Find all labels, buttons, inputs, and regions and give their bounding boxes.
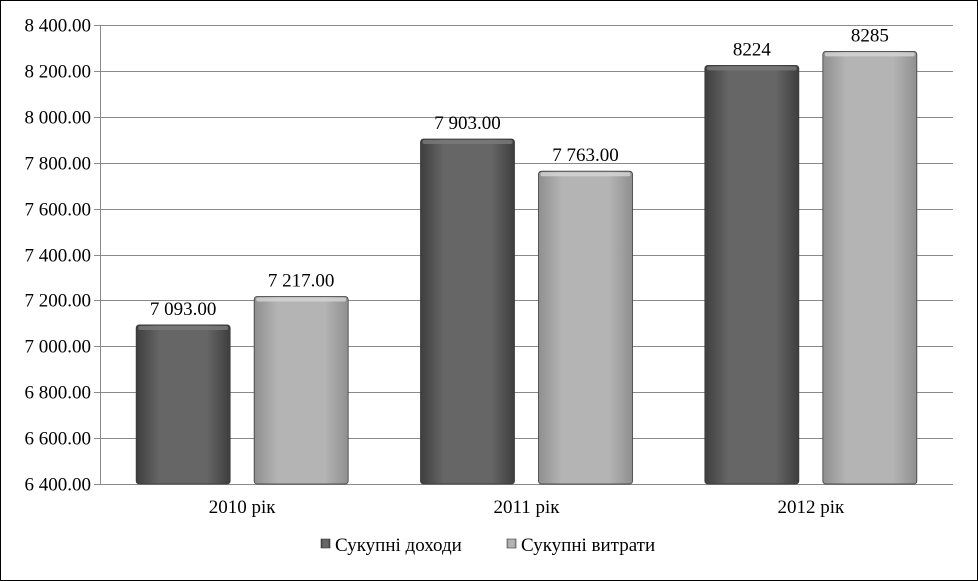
bar-bevel <box>138 325 229 330</box>
legend-swatch <box>320 538 331 549</box>
bar-bevel <box>540 172 631 177</box>
x-axis-category-labels: 2010 рік 2011 рік 2012 рік <box>209 497 845 518</box>
data-label: 7 903.00 <box>434 113 501 134</box>
bar-bevel <box>824 52 915 57</box>
data-label: 7 093.00 <box>150 299 217 320</box>
gridlines <box>100 25 953 439</box>
bar-bevel <box>422 140 513 145</box>
bar-expenses <box>253 296 349 485</box>
y-tick-label: 8 200.00 <box>25 62 92 83</box>
y-tick-label: 6 800.00 <box>25 383 92 404</box>
bar-bevel <box>256 297 347 302</box>
x-category-label: 2011 рік <box>493 497 560 518</box>
bar-expenses <box>822 50 918 485</box>
data-label: 7 217.00 <box>268 270 335 291</box>
y-tick-label: 6 600.00 <box>25 429 92 450</box>
data-labels: 7 093.00 7 217.00 7 903.00 7 763.00 8224 8285 <box>150 25 889 320</box>
data-label: 8224 <box>733 39 772 60</box>
y-tick-label: 8 400.00 <box>25 16 92 37</box>
x-category-label: 2010 рік <box>209 497 277 518</box>
x-category-label: 2012 рік <box>777 497 845 518</box>
legend-label: Сукупні витрати <box>521 535 655 556</box>
bar-income <box>704 64 800 485</box>
y-tick-label: 7 600.00 <box>25 200 92 221</box>
bar-bevel <box>706 66 797 71</box>
y-tick-label: 7 000.00 <box>25 337 92 358</box>
y-tick-label: 7 400.00 <box>25 246 92 267</box>
bar-income <box>420 138 515 485</box>
legend-label: Сукупні доходи <box>335 535 462 556</box>
legend: Сукупні доходи Сукупні витрати <box>320 535 655 556</box>
y-axis-tick-labels: 6 400.00 6 600.00 6 800.00 7 000.00 7 200.00… <box>25 16 92 496</box>
data-label: 7 763.00 <box>552 145 619 166</box>
bar-expenses <box>538 170 633 485</box>
bar-income <box>135 324 231 485</box>
bars <box>135 50 918 485</box>
legend-swatch <box>506 538 517 549</box>
data-label: 8285 <box>851 25 889 46</box>
y-tick-label: 7 800.00 <box>25 154 92 175</box>
axes <box>94 25 953 485</box>
y-tick-label: 8 000.00 <box>25 108 92 129</box>
y-tick-label: 7 200.00 <box>25 291 92 312</box>
y-tick-label: 6 400.00 <box>25 475 92 496</box>
